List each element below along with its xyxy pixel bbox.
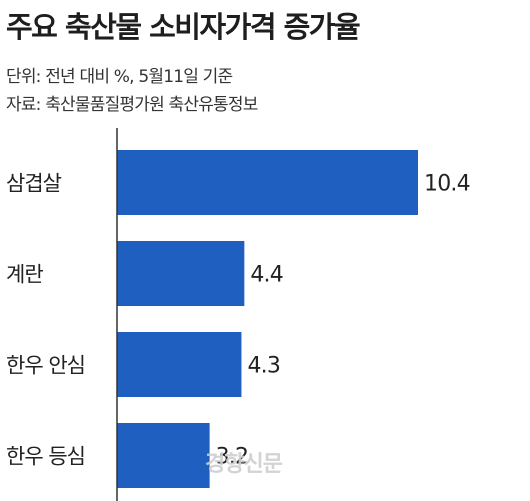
unit-note: 단위: 전년 대비 %, 5월11일 기준 [6,67,233,87]
bar-3 [117,423,210,488]
category-label-0: 삼겹살 [6,172,62,196]
value-label-3: 3.2 [216,445,249,470]
value-label-0: 10.4 [424,172,470,197]
bar-2 [117,332,242,397]
watermark: 경향신문 [205,452,283,477]
category-label-1: 계란 [6,263,43,287]
value-label-2: 4.3 [247,354,280,379]
chart-title: 주요 축산물 소비자가격 증가율 [6,10,361,44]
source-note: 자료: 축산물품질평가원 축산유통정보 [6,95,258,115]
category-label-3: 한우 등심 [6,445,85,469]
bar-1 [117,241,245,306]
value-label-1: 4.4 [250,263,283,288]
bars-group: 삼겹살 10.4 계란 4.4 한우 안심 4.3 한우 등심 3.2 [6,150,471,488]
category-label-2: 한우 안심 [6,354,85,378]
bar-0 [117,150,418,215]
